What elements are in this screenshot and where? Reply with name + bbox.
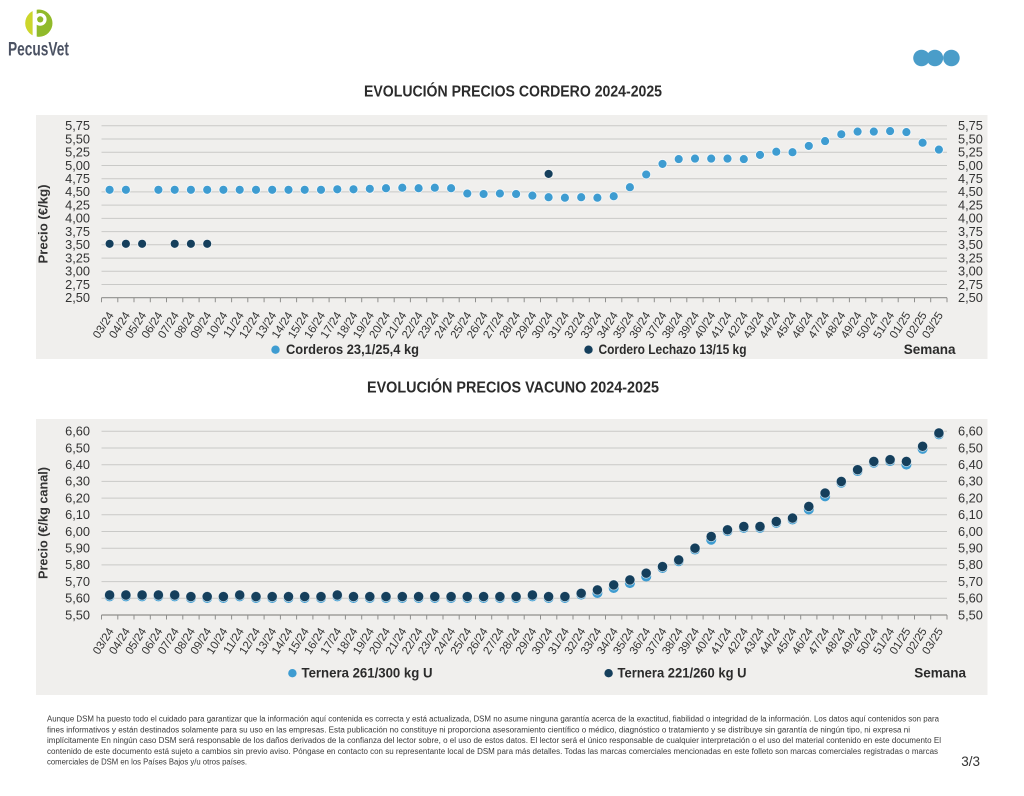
- svg-text:Cordero Lechazo 13/15 kg: Cordero Lechazo 13/15 kg: [599, 342, 747, 357]
- svg-text:6,30: 6,30: [958, 474, 983, 489]
- svg-text:5,90: 5,90: [65, 541, 90, 556]
- svg-text:6,20: 6,20: [958, 490, 983, 505]
- svg-text:6,60: 6,60: [958, 424, 983, 439]
- svg-text:3,25: 3,25: [65, 250, 90, 265]
- svg-text:5,00: 5,00: [958, 158, 983, 173]
- svg-text:3,00: 3,00: [65, 264, 90, 279]
- svg-text:3,50: 3,50: [65, 237, 90, 252]
- svg-text:4,00: 4,00: [65, 211, 90, 226]
- svg-text:5,25: 5,25: [958, 145, 983, 160]
- svg-text:3,25: 3,25: [958, 250, 983, 265]
- svg-text:5,50: 5,50: [958, 131, 983, 146]
- svg-text:6,50: 6,50: [65, 440, 90, 455]
- svg-text:5,70: 5,70: [65, 574, 90, 589]
- svg-text:5,75: 5,75: [65, 118, 90, 133]
- svg-text:2,75: 2,75: [958, 277, 983, 292]
- svg-text:Semana: Semana: [904, 342, 956, 357]
- svg-text:5,60: 5,60: [65, 591, 90, 606]
- svg-text:Precio (€/kg canal): Precio (€/kg canal): [36, 467, 51, 579]
- svg-text:2,50: 2,50: [958, 290, 983, 305]
- svg-text:4,75: 4,75: [958, 171, 983, 186]
- svg-text:6,30: 6,30: [65, 474, 90, 489]
- svg-text:5,50: 5,50: [958, 607, 983, 622]
- svg-text:6,60: 6,60: [65, 424, 90, 439]
- svg-text:Ternera 221/260 kg U: Ternera 221/260 kg U: [618, 666, 747, 681]
- svg-text:Ternera 261/300 kg U: Ternera 261/300 kg U: [302, 666, 433, 681]
- svg-text:EVOLUCIÓN PRECIOS VACUNO 2024-: EVOLUCIÓN PRECIOS VACUNO 2024-2025: [367, 378, 659, 397]
- svg-text:Semana: Semana: [914, 666, 966, 681]
- svg-text:6,00: 6,00: [958, 524, 983, 539]
- svg-text:6,40: 6,40: [958, 457, 983, 472]
- svg-text:5,25: 5,25: [65, 145, 90, 160]
- svg-text:implícitamente En ningún caso: implícitamente En ningún caso DSM será r…: [47, 736, 941, 745]
- svg-text:comerciales de DSM en los País: comerciales de DSM en los Países Bajos y…: [47, 758, 247, 767]
- svg-text:Aunque DSM ha puesto todo el c: Aunque DSM ha puesto todo el cuidado par…: [47, 715, 940, 724]
- svg-text:4,50: 4,50: [65, 184, 90, 199]
- svg-text:2,50: 2,50: [65, 290, 90, 305]
- svg-text:Corderos 23,1/25,4 kg: Corderos 23,1/25,4 kg: [286, 342, 419, 357]
- svg-text:4,25: 4,25: [65, 197, 90, 212]
- svg-text:3,75: 3,75: [65, 224, 90, 239]
- svg-text:Precio (€/kg): Precio (€/kg): [36, 185, 51, 264]
- svg-text:4,75: 4,75: [65, 171, 90, 186]
- svg-text:4,25: 4,25: [958, 197, 983, 212]
- svg-text:4,50: 4,50: [958, 184, 983, 199]
- svg-text:EVOLUCIÓN PRECIOS CORDERO 2024: EVOLUCIÓN PRECIOS CORDERO 2024-2025: [364, 82, 662, 101]
- svg-text:5,75: 5,75: [958, 118, 983, 133]
- svg-text:5,80: 5,80: [65, 557, 90, 572]
- svg-text:fines informativos y están des: fines informativos y están destinados so…: [47, 725, 910, 734]
- svg-text:3,75: 3,75: [958, 224, 983, 239]
- svg-text:PecusVet: PecusVet: [8, 39, 69, 60]
- svg-text:6,50: 6,50: [958, 440, 983, 455]
- svg-text:6,10: 6,10: [958, 507, 983, 522]
- svg-text:3/3: 3/3: [961, 754, 980, 769]
- svg-text:5,60: 5,60: [958, 591, 983, 606]
- svg-text:3,50: 3,50: [958, 237, 983, 252]
- svg-text:5,00: 5,00: [65, 158, 90, 173]
- svg-text:5,50: 5,50: [65, 131, 90, 146]
- svg-text:contenido de este documento es: contenido de este documento está sujeto …: [47, 747, 938, 756]
- svg-text:6,00: 6,00: [65, 524, 90, 539]
- svg-text:6,40: 6,40: [65, 457, 90, 472]
- svg-text:2,75: 2,75: [65, 277, 90, 292]
- svg-text:5,90: 5,90: [958, 541, 983, 556]
- svg-text:6,10: 6,10: [65, 507, 90, 522]
- svg-text:5,70: 5,70: [958, 574, 983, 589]
- svg-text:6,20: 6,20: [65, 490, 90, 505]
- svg-text:5,50: 5,50: [65, 607, 90, 622]
- svg-text:4,00: 4,00: [958, 211, 983, 226]
- svg-text:5,80: 5,80: [958, 557, 983, 572]
- svg-text:3,00: 3,00: [958, 264, 983, 279]
